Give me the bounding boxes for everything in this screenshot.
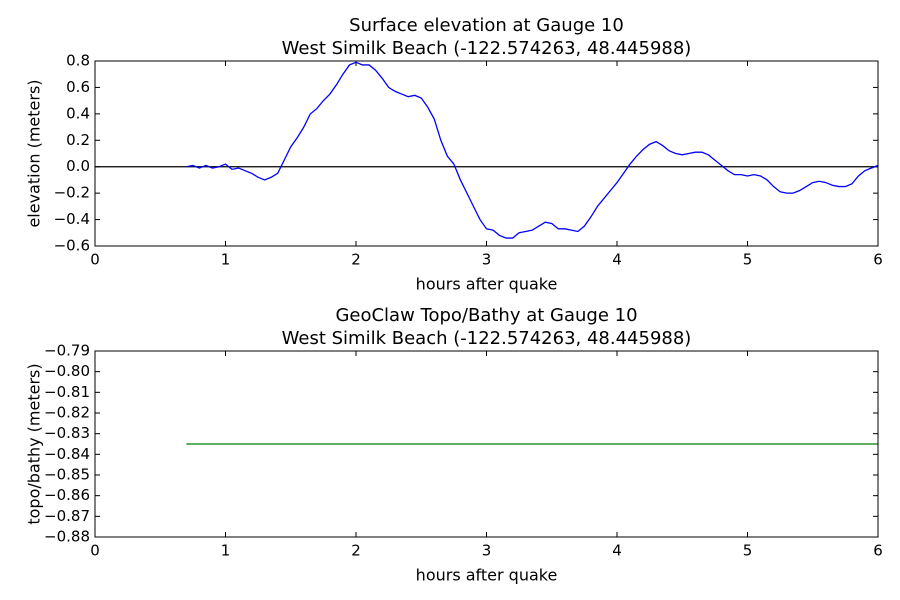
y-tick-label: −0.82 — [44, 404, 90, 422]
chart-title: GeoClaw Topo/Bathy at Gauge 10 — [335, 305, 637, 326]
y-tick-label: −0.85 — [44, 466, 90, 484]
x-tick-label: 1 — [221, 542, 231, 560]
x-tick-label: 3 — [482, 542, 492, 560]
series-line — [186, 61, 879, 239]
x-tick-label: 4 — [612, 251, 622, 269]
y-tick-label: 0.0 — [66, 157, 90, 175]
x-tick-label: 2 — [351, 542, 361, 560]
y-tick-label: −0.79 — [44, 342, 90, 360]
y-tick-label: 0.6 — [66, 78, 90, 96]
y-tick-label: −0.81 — [44, 383, 90, 401]
x-tick-label: 3 — [482, 251, 492, 269]
plot-frame — [94, 60, 879, 247]
x-tick-label: 4 — [612, 542, 622, 560]
x-tick-label: 6 — [873, 251, 883, 269]
x-tick-label: 2 — [351, 251, 361, 269]
x-tick-label: 6 — [873, 542, 883, 560]
y-axis-label: elevation (meters) — [25, 79, 44, 227]
y-axis-label: topo/bathy (meters) — [25, 363, 44, 524]
chart-subtitle: West Similk Beach (-122.574263, 48.44598… — [282, 328, 692, 349]
y-tick-label: −0.2 — [54, 184, 90, 202]
y-tick-label: −0.83 — [44, 424, 90, 442]
x-tick-label: 0 — [90, 542, 100, 560]
y-tick-label: −0.86 — [44, 486, 90, 504]
x-tick-label: 5 — [743, 542, 753, 560]
plot-frame — [94, 350, 879, 538]
chart-subtitle: West Similk Beach (-122.574263, 48.44598… — [282, 38, 692, 59]
y-tick-label: −0.80 — [44, 362, 90, 380]
y-tick-label: −0.84 — [44, 445, 90, 463]
x-tick-label: 1 — [221, 251, 231, 269]
x-tick-label: 5 — [743, 251, 753, 269]
y-tick-label: 0.2 — [66, 131, 90, 149]
y-tick-label: 0.8 — [66, 52, 90, 70]
y-tick-label: −0.4 — [54, 210, 90, 228]
x-axis-label: hours after quake — [416, 566, 558, 585]
chart-title: Surface elevation at Gauge 10 — [349, 15, 624, 36]
y-tick-label: −0.88 — [44, 528, 90, 546]
y-tick-label: −0.6 — [54, 237, 90, 255]
y-tick-label: 0.4 — [66, 104, 90, 122]
y-tick-label: −0.87 — [44, 507, 90, 525]
x-axis-label: hours after quake — [416, 275, 558, 294]
x-tick-label: 0 — [90, 251, 100, 269]
